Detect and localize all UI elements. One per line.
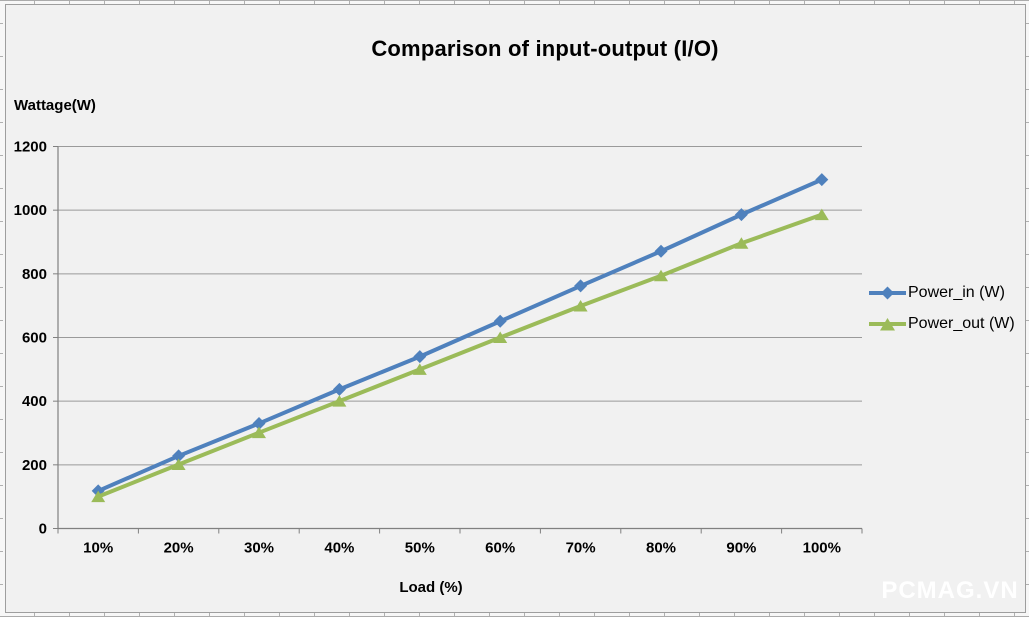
diamond-marker (332, 382, 346, 396)
diamond-marker (493, 314, 507, 328)
legend-item-power-out[interactable]: Power_out (W) (869, 308, 1015, 339)
legend-label-power-out: Power_out (W) (908, 314, 1015, 332)
y-tick-label: 200 (22, 457, 47, 474)
y-axis-title: Wattage(W) (14, 97, 96, 114)
triangle-marker (814, 208, 829, 221)
triangle-marker (332, 395, 347, 407)
y-tick-label: 1000 (14, 202, 47, 219)
y-tick-labels: 0 200 400 600 800 1000 1200 (14, 139, 47, 538)
triangle-marker (573, 299, 588, 312)
y-tick-label: 1200 (14, 139, 47, 156)
legend-item-power-in[interactable]: Power_in (W) (869, 277, 1015, 308)
triangle-marker (252, 426, 266, 439)
series-power-in (91, 173, 829, 498)
diamond-marker (574, 279, 588, 293)
x-tick-label: 10% (83, 540, 113, 557)
diamond-marker (252, 416, 266, 430)
x-axis-title: Load (%) (399, 579, 463, 596)
x-tick-label: 90% (726, 540, 756, 557)
diamond-marker (172, 449, 186, 463)
x-tick-label: 20% (164, 540, 194, 557)
y-gridlines (53, 146, 862, 529)
series-power-out (91, 208, 829, 503)
x-tick-labels: 10% 20% 30% 40% 50% 60% 70% 80% 90% 100% (83, 540, 841, 557)
chart-title: Comparison of input-output (I/O) (371, 36, 719, 61)
x-tick-label: 80% (646, 540, 676, 557)
y-tick-label: 600 (22, 330, 47, 347)
triangle-marker (734, 237, 749, 249)
x-tick-label: 100% (803, 540, 841, 557)
y-tick-label: 800 (22, 266, 47, 283)
legend: Power_in (W) Power_out (W) (869, 277, 1015, 339)
y-tick-label: 0 (39, 521, 47, 538)
x-tick-label: 60% (485, 540, 515, 557)
triangle-marker (412, 363, 427, 375)
diamond-marker (734, 208, 748, 222)
diamond-marker (654, 244, 668, 258)
diamond-marker (815, 173, 829, 187)
triangle-marker (91, 490, 106, 503)
diamond-marker (413, 350, 427, 364)
triangle-marker (654, 269, 668, 282)
triangle-marker (493, 331, 508, 343)
watermark: PCMAG.VN (881, 577, 1019, 604)
x-tick-label: 50% (405, 540, 435, 557)
x-tick-label: 70% (566, 540, 596, 557)
power-in-line-diamond-icon (869, 286, 906, 299)
chart-container[interactable] (5, 4, 1026, 613)
x-tick-label: 40% (324, 540, 354, 557)
x-tick-label: 30% (244, 540, 274, 557)
y-tick-label: 400 (22, 393, 47, 410)
x-ticks (57, 528, 863, 534)
triangle-marker (171, 458, 186, 471)
power-out-line-triangle-icon (869, 317, 906, 330)
legend-label-power-in: Power_in (W) (908, 283, 1005, 301)
